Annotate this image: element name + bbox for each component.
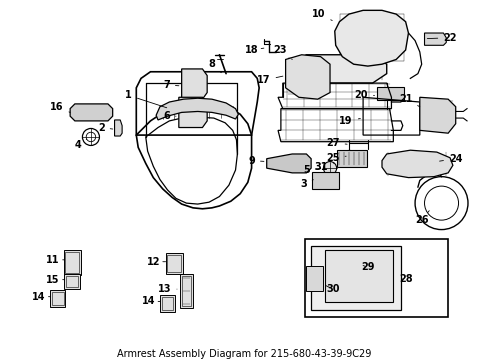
- Text: 31: 31: [314, 162, 333, 172]
- Text: 22: 22: [427, 33, 456, 43]
- Bar: [192, 114, 199, 124]
- Bar: [304, 239, 447, 316]
- Bar: [167, 255, 181, 272]
- Bar: [81, 106, 84, 119]
- Text: 14: 14: [142, 296, 160, 306]
- Polygon shape: [381, 150, 452, 177]
- Bar: [63, 250, 81, 275]
- Polygon shape: [287, 55, 386, 83]
- Polygon shape: [114, 120, 122, 136]
- Text: 23: 23: [273, 45, 292, 59]
- Bar: [64, 274, 80, 289]
- Polygon shape: [70, 104, 112, 121]
- Text: 26: 26: [414, 211, 428, 225]
- Text: 14: 14: [32, 292, 50, 302]
- Text: 16: 16: [50, 102, 70, 112]
- Text: 9: 9: [248, 156, 264, 166]
- Bar: [336, 150, 366, 167]
- Bar: [310, 246, 400, 310]
- Bar: [184, 86, 192, 95]
- Bar: [165, 253, 182, 274]
- Text: 15: 15: [46, 275, 64, 285]
- Bar: [162, 297, 173, 310]
- Polygon shape: [181, 69, 207, 99]
- Polygon shape: [266, 154, 310, 173]
- Bar: [97, 106, 100, 119]
- Text: 12: 12: [146, 257, 165, 267]
- Bar: [306, 266, 323, 291]
- Bar: [66, 276, 78, 287]
- Text: Armrest Assembly Diagram for 215-680-43-39-9C29: Armrest Assembly Diagram for 215-680-43-…: [117, 349, 370, 359]
- Text: 17: 17: [257, 75, 283, 85]
- Polygon shape: [424, 33, 446, 45]
- Text: 24: 24: [439, 154, 462, 164]
- Polygon shape: [419, 97, 455, 133]
- Text: 5: 5: [303, 165, 320, 175]
- Text: 2: 2: [98, 122, 113, 132]
- Bar: [74, 106, 77, 119]
- Text: 10: 10: [311, 9, 331, 21]
- Bar: [52, 292, 63, 305]
- Bar: [50, 290, 65, 307]
- Bar: [195, 86, 202, 95]
- Text: 3: 3: [300, 179, 313, 189]
- Text: 13: 13: [158, 284, 177, 294]
- Text: 11: 11: [46, 255, 64, 265]
- Bar: [65, 252, 79, 273]
- Bar: [181, 276, 191, 306]
- Polygon shape: [156, 98, 238, 120]
- Bar: [89, 106, 92, 119]
- Text: 18: 18: [244, 45, 264, 55]
- Bar: [377, 87, 403, 100]
- Text: 25: 25: [325, 153, 346, 163]
- Text: 27: 27: [325, 138, 346, 148]
- Text: 7: 7: [163, 80, 179, 90]
- Text: 28: 28: [398, 274, 411, 284]
- Text: 20: 20: [354, 90, 374, 100]
- Text: 29: 29: [360, 262, 374, 273]
- Polygon shape: [334, 10, 407, 66]
- Bar: [180, 274, 193, 308]
- Bar: [160, 295, 175, 312]
- Text: 19: 19: [339, 116, 360, 126]
- Text: 8: 8: [208, 59, 221, 73]
- Bar: [105, 106, 108, 119]
- Bar: [181, 103, 189, 112]
- Text: 21: 21: [398, 94, 419, 107]
- Text: 1: 1: [125, 90, 166, 108]
- Polygon shape: [179, 97, 207, 127]
- Bar: [325, 250, 392, 302]
- Polygon shape: [285, 55, 329, 99]
- Text: 6: 6: [163, 111, 176, 121]
- Text: 30: 30: [325, 284, 339, 294]
- Bar: [181, 114, 189, 124]
- Circle shape: [323, 162, 336, 175]
- Bar: [311, 172, 338, 189]
- Text: 4: 4: [74, 139, 86, 149]
